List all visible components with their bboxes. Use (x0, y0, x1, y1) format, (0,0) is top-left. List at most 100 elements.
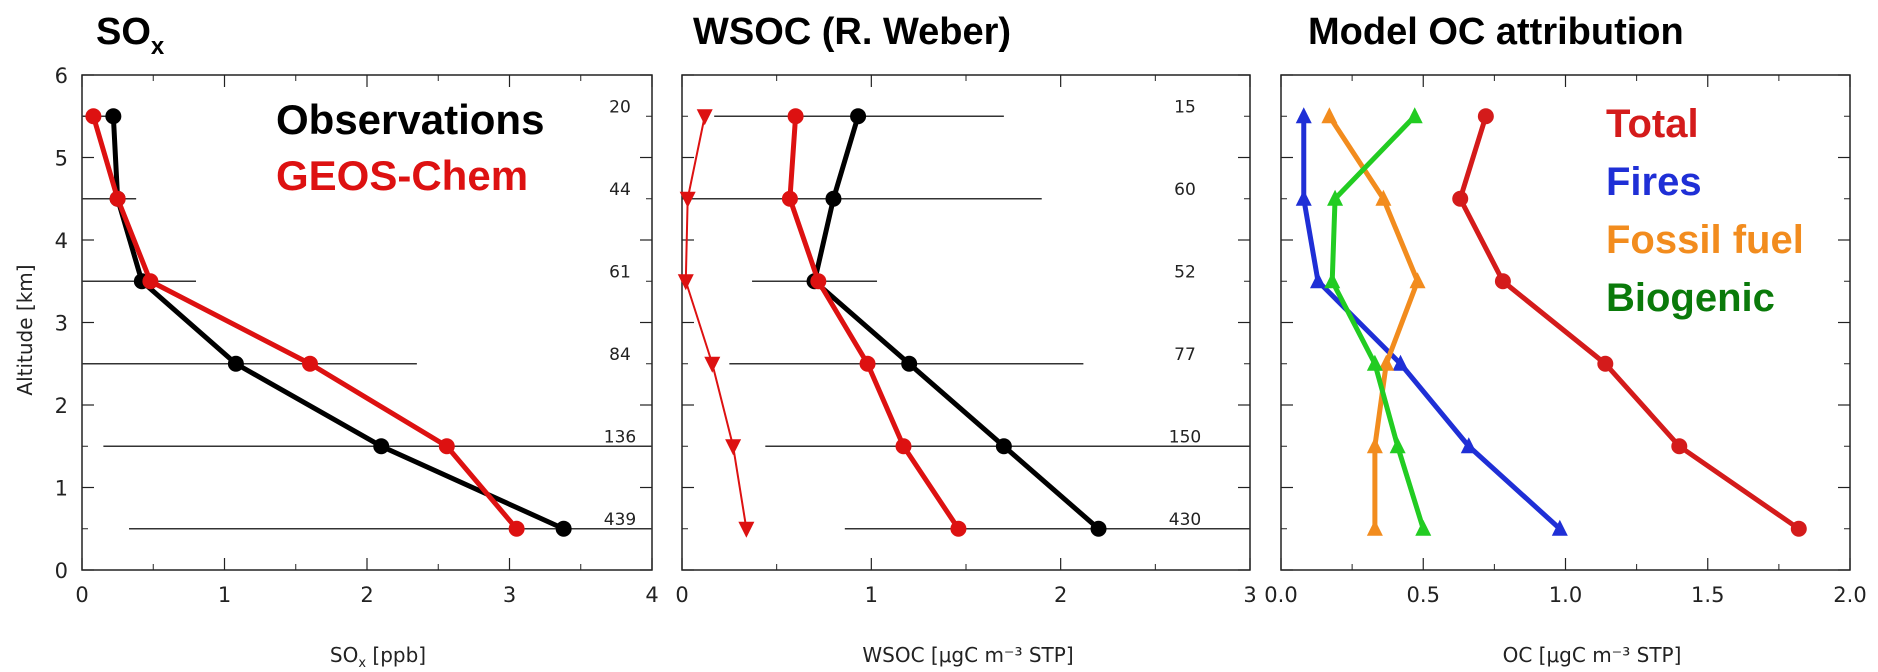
data-point-geos-chem (704, 356, 721, 373)
data-point-geos-chem (679, 191, 696, 208)
data-point-fossil-fuel (1375, 189, 1392, 206)
sample-count-label: 61 (609, 262, 631, 282)
sample-count-label: 439 (604, 510, 636, 530)
x-tick-label: 0.0 (1264, 583, 1297, 607)
data-point-total (1494, 273, 1511, 290)
panel3-legend: Total Fires Fossil fuel Biogenic (1606, 102, 1804, 320)
sample-count-label: 77 (1174, 345, 1196, 365)
sample-count-label: 136 (604, 427, 636, 447)
data-point-geos-chem (895, 438, 912, 455)
legend-geos-chem: GEOS-Chem (276, 152, 528, 199)
series-line-geos-chem (91, 115, 519, 531)
y-tick-label: 0 (55, 559, 68, 583)
data-point-observations (995, 438, 1012, 455)
data-point-geos-chem (725, 439, 742, 456)
x-tick-label: 0.5 (1407, 583, 1440, 607)
series-line-fires (1301, 116, 1562, 531)
sample-count-label: 15 (1174, 97, 1196, 117)
series-line-observations (812, 115, 1101, 531)
data-point-observations (373, 438, 390, 455)
data-point-biogenic (1389, 437, 1406, 454)
sample-count-label: 44 (609, 180, 631, 200)
x-tick-label: 1 (865, 583, 878, 607)
legend-total: Total (1606, 102, 1699, 146)
x-tick-label: 3 (503, 583, 516, 607)
data-point-observations (850, 108, 867, 125)
sample-count-label: 430 (1169, 510, 1201, 530)
data-point-geos-chem (677, 274, 694, 291)
legend-fires: Fires (1606, 160, 1702, 204)
y-tick-label: 3 (55, 312, 68, 336)
data-point-geos-chem (508, 520, 525, 537)
data-point-geos-chem (738, 521, 755, 538)
data-point-fires (1460, 437, 1477, 454)
panel2-frame (681, 74, 1251, 571)
data-point-total (1477, 108, 1494, 125)
panel1-frame (81, 74, 653, 571)
data-point-biogenic (1366, 354, 1383, 371)
panel3-frame (1280, 74, 1851, 571)
x-tick-label: 1.0 (1549, 583, 1582, 607)
y-tick-label: 2 (55, 394, 68, 418)
data-point-fires (1309, 272, 1326, 289)
x-tick-label: 2 (360, 583, 373, 607)
data-point-geos-chem (787, 108, 804, 125)
panel2-title: WSOC (R. Weber) (693, 11, 1011, 53)
data-point-biogenic (1327, 189, 1344, 206)
data-point-fossil-fuel (1366, 519, 1383, 536)
legend-biogenic: Biogenic (1606, 276, 1775, 320)
panel3-title: Model OC attribution (1308, 11, 1684, 53)
sample-count-label: 60 (1174, 180, 1196, 200)
legend-fossil-fuel: Fossil fuel (1606, 218, 1804, 262)
x-tick-label: 0 (675, 583, 688, 607)
panel2-plot: 0 1 2 3 430 150 77 52 60 15 (675, 74, 1257, 607)
data-point-fires (1295, 189, 1312, 206)
series-line-geos-chem (684, 116, 748, 529)
x-tick-label: 1.5 (1691, 583, 1724, 607)
data-point-geos-chem (781, 190, 798, 207)
sample-count-label: 84 (609, 345, 631, 365)
data-point-fossil-fuel (1409, 272, 1426, 289)
data-point-geos-chem (85, 108, 102, 125)
series-line-geos-chem (787, 116, 961, 531)
panel1-plot: 0 1 2 3 4 0 1 2 3 4 5 6 439 136 84 61 44 20 (55, 64, 659, 607)
data-point-geos-chem (859, 355, 876, 372)
x-tick-label: 2.0 (1833, 583, 1866, 607)
y-tick-label: 6 (55, 64, 68, 88)
data-point-fires (1392, 354, 1409, 371)
panel1-x-axis-label: SOx [ppb] (330, 643, 426, 671)
data-point-biogenic (1415, 519, 1432, 536)
data-point-geos-chem (438, 438, 455, 455)
x-tick-label: 1 (218, 583, 231, 607)
data-point-observations (901, 355, 918, 372)
data-point-geos-chem (810, 273, 827, 290)
data-point-total (1597, 355, 1614, 372)
data-point-geos-chem (950, 520, 967, 537)
sample-count-label: 20 (609, 97, 631, 117)
panel2-x-axis-label: WSOC [μgC m⁻³ STP] (862, 643, 1073, 667)
data-point-biogenic (1406, 107, 1423, 124)
data-point-fossil-fuel (1366, 437, 1383, 454)
data-point-observations (227, 355, 244, 372)
series-line-total (1457, 115, 1801, 531)
y-tick-label: 4 (55, 229, 68, 253)
data-point-geos-chem (142, 273, 159, 290)
sample-count-label: 52 (1174, 262, 1196, 282)
series-line-fossil-fuel (1327, 114, 1421, 529)
x-tick-label: 0 (75, 583, 88, 607)
series-line-observations (110, 116, 565, 532)
data-point-observations (555, 520, 572, 537)
data-point-geos-chem (696, 109, 713, 126)
panel3-plot: 0.0 0.5 1.0 1.5 2.0 (1264, 74, 1867, 607)
legend-observations: Observations (276, 96, 544, 143)
sample-count-label: 150 (1169, 427, 1201, 447)
panel3-x-axis-label: OC [μgC m⁻³ STP] (1503, 643, 1682, 667)
y-tick-label: 1 (55, 477, 68, 501)
data-point-fossil-fuel (1378, 354, 1395, 371)
data-point-biogenic (1324, 272, 1341, 289)
data-point-geos-chem (302, 355, 318, 372)
data-point-total (1790, 520, 1807, 537)
y-axis-label: Altitude [km] (13, 264, 37, 395)
data-point-fires (1551, 519, 1568, 536)
